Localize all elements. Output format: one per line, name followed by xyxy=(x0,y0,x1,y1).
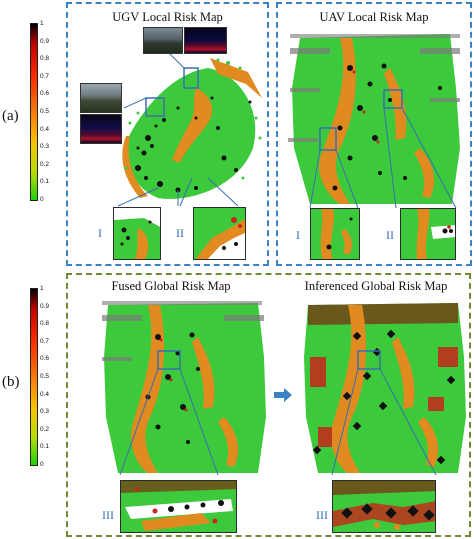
tick-label: 0.6 xyxy=(40,90,50,98)
tick-label: 0.4 xyxy=(40,125,50,133)
ugv-inset-2-label: II xyxy=(176,226,184,240)
ugv-inset-2 xyxy=(193,207,246,260)
ugv-camera-photo-1 xyxy=(143,27,183,54)
tick-label: 0.3 xyxy=(40,143,50,151)
tick-label: 0.3 xyxy=(40,408,50,416)
colorbar-ticks: 1 0.9 0.8 0.7 0.6 0.5 0.4 0.3 0.2 0.1 0 xyxy=(40,285,56,468)
right-arrow-icon xyxy=(274,388,292,402)
tick-label: 0.4 xyxy=(40,390,50,398)
ugv-frame xyxy=(66,2,269,266)
uav-risk-map xyxy=(288,34,460,208)
tick-label: 0.5 xyxy=(40,373,50,380)
tick-label: 0.2 xyxy=(40,425,50,433)
tick-label: 1 xyxy=(40,285,44,292)
panel-label-a: (a) xyxy=(2,108,19,124)
fused-inset-3 xyxy=(120,480,237,533)
tick-label: 0 xyxy=(40,461,44,468)
uav-frame xyxy=(276,2,472,266)
tick-label: 0.8 xyxy=(40,320,50,328)
tick-label: 0.9 xyxy=(40,302,50,310)
fused-risk-map xyxy=(102,301,266,475)
tick-label: 0.7 xyxy=(40,337,50,345)
ugv-inset-1-label: I xyxy=(98,226,102,240)
tick-label: 0.8 xyxy=(40,55,50,63)
tick-label: 0 xyxy=(40,196,44,203)
panel-label-b: (b) xyxy=(2,374,20,390)
ugv-thermal-photo-1 xyxy=(184,27,227,54)
tick-label: 0.9 xyxy=(40,37,50,45)
ugv-title: UGV Local Risk Map xyxy=(112,10,223,24)
tick-label: 0.1 xyxy=(40,178,50,186)
ugv-inset-1 xyxy=(113,207,161,260)
tick-label: 0.7 xyxy=(40,72,50,80)
fused-title: Fused Global Risk Map xyxy=(111,279,231,293)
uav-title: UAV Local Risk Map xyxy=(319,10,429,24)
tick-label: 0.6 xyxy=(40,355,50,363)
tick-label: 1 xyxy=(40,20,44,27)
ugv-thermal-photo-2 xyxy=(80,114,122,144)
colorbar-gradient xyxy=(30,23,38,201)
colorbar-ticks: 1 0.9 0.8 0.7 0.6 0.5 0.4 0.3 0.2 0.1 0 xyxy=(40,20,56,203)
colorbar-b: 1 0.9 0.8 0.7 0.6 0.5 0.4 0.3 0.2 0.1 0 xyxy=(30,285,56,470)
uav-inset-1 xyxy=(310,208,360,260)
ugv-risk-map xyxy=(117,51,262,207)
colorbar-a: 1 0.9 0.8 0.7 0.6 0.5 0.4 0.3 0.2 0.1 0 xyxy=(30,20,56,205)
panel-b-frame xyxy=(66,273,471,537)
tick-label: 0.2 xyxy=(40,160,50,168)
uav-inset-2 xyxy=(400,208,456,260)
fused-inset-3-label: III xyxy=(102,508,114,522)
inferenced-inset-3 xyxy=(332,480,436,533)
tick-label: 0.5 xyxy=(40,108,50,115)
colorbar-gradient xyxy=(30,288,38,466)
tick-label: 0.1 xyxy=(40,443,50,451)
ugv-camera-photo-2 xyxy=(80,83,122,113)
uav-inset-1-label: I xyxy=(296,228,300,242)
inferenced-inset-3-label: III xyxy=(316,508,328,522)
inferenced-title: Inferenced Global Risk Map xyxy=(304,279,448,293)
uav-inset-2-label: II xyxy=(386,228,394,242)
inferenced-risk-map xyxy=(304,303,466,475)
